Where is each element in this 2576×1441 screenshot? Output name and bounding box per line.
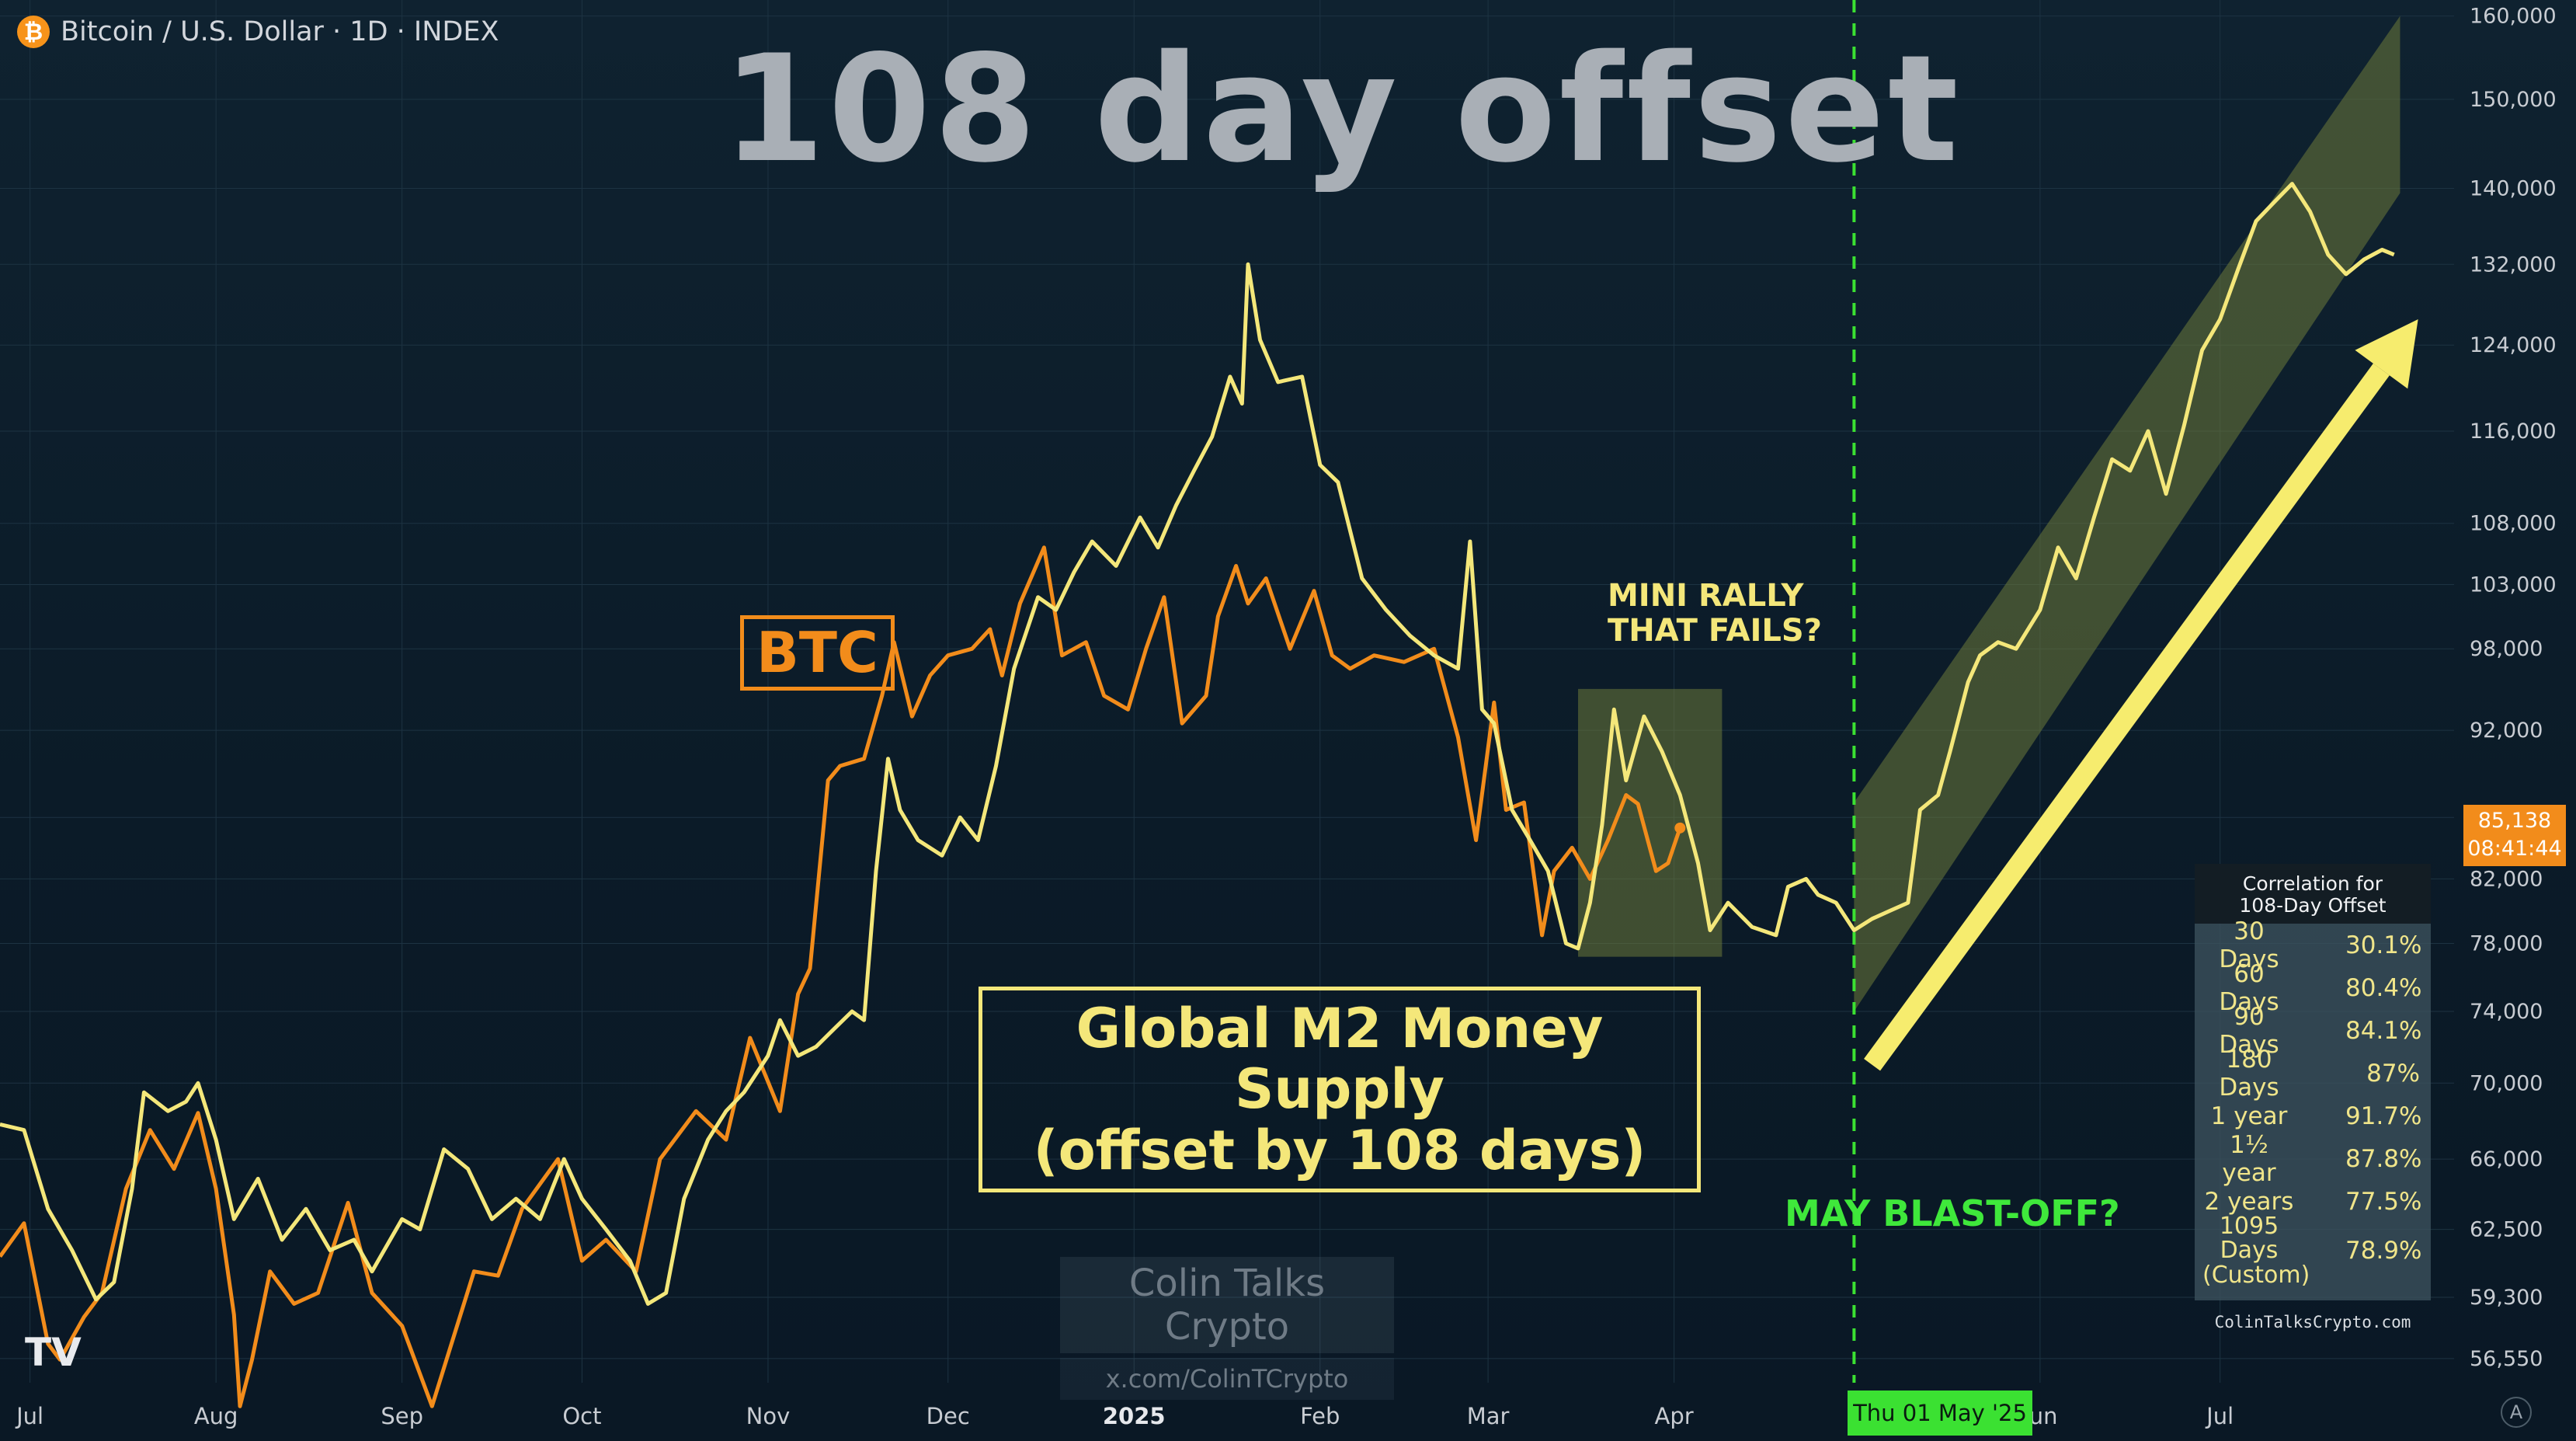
correlation-footer: ColinTalksCrypto.com <box>2214 1313 2411 1331</box>
blastoff-arrow-shaft <box>1864 363 2390 1071</box>
y-tick-label: 124,000 <box>2470 333 2557 357</box>
y-tick-label: 62,500 <box>2470 1218 2543 1242</box>
symbol-header[interactable]: ₿ Bitcoin / U.S. Dollar · 1D · INDEX <box>17 16 499 48</box>
watermark-handle: x.com/ColinTCrypto <box>1060 1358 1394 1400</box>
y-tick-label: 82,000 <box>2470 867 2543 891</box>
blastoff-note: MAY BLAST-OFF? <box>1785 1192 2120 1234</box>
custom-period-line2: (Custom) <box>2202 1261 2310 1289</box>
table-row: 90 Days 84.1% <box>2195 1003 2431 1059</box>
m2-label: Global M2 Money Supply (offset by 108 da… <box>979 987 1701 1193</box>
uptrend-channel <box>1854 16 2400 1011</box>
watermark: Colin Talks Crypto x.com/ColinTCrypto <box>1060 1257 1394 1400</box>
period-cell: 180 Days <box>2219 1045 2279 1102</box>
table-row: 1½ year 87.8% <box>2195 1131 2431 1187</box>
value-cell: 84.1% <box>2345 1016 2422 1045</box>
x-tick-label: Jul <box>15 1403 43 1429</box>
correlation-title-line1: Correlation for <box>2242 872 2383 895</box>
value-cell: 80.4% <box>2345 973 2422 1002</box>
x-tick-label: Apr <box>1655 1403 1694 1429</box>
x-tick-label: Mar <box>1467 1403 1510 1429</box>
m2-label-line1: Global M2 Money Supply <box>1076 997 1604 1122</box>
table-row-custom: 1095 Days (Custom) 78.9% <box>2195 1214 2431 1287</box>
period-cell: 30 Days <box>2219 917 2279 973</box>
table-row: 30 Days 30.1% <box>2195 917 2431 973</box>
x-tick-label: Feb <box>1300 1403 1340 1429</box>
bitcoin-icon: ₿ <box>17 16 50 48</box>
y-tick-label: 160,000 <box>2470 5 2557 29</box>
y-tick-label: 70,000 <box>2470 1071 2543 1095</box>
period-cell: 90 Days <box>2219 1002 2279 1059</box>
grid <box>0 0 2454 1383</box>
bar-countdown: 08:41:44 <box>2467 837 2562 861</box>
btc-last-point <box>1674 822 1686 834</box>
mini-rally-note: MINI RALLY THAT FAILS? <box>1608 579 1822 649</box>
mini-rally-line2: THAT FAILS? <box>1608 612 1822 649</box>
y-tick-label: 92,000 <box>2470 719 2543 743</box>
value-cell: 77.5% <box>2345 1187 2422 1216</box>
x-tick-label: Nov <box>746 1403 791 1429</box>
auto-scale-button[interactable]: A <box>2501 1397 2532 1428</box>
table-row: 2 years 77.5% <box>2195 1180 2431 1223</box>
x-tick-label: Oct <box>562 1403 601 1429</box>
y-tick-label: 78,000 <box>2470 931 2543 955</box>
correlation-title: Correlation for 108-Day Offset <box>2195 864 2431 924</box>
table-row: 60 Days 80.4% <box>2195 960 2431 1016</box>
x-tick-label: Sep <box>381 1403 423 1429</box>
global-m2-line <box>0 182 2395 1306</box>
btc-label: BTC <box>740 615 895 691</box>
custom-period-line1: 1095 Days <box>2219 1212 2279 1265</box>
period-cell: 1½ year <box>2222 1130 2276 1187</box>
x-tick-label: Dec <box>926 1403 970 1429</box>
chart-series <box>0 182 2395 1408</box>
last-price-badge: 85,138 08:41:44 <box>2463 805 2566 866</box>
last-price: 85,138 <box>2477 809 2552 833</box>
crosshair-date-badge: Thu 01 May '25 <box>1848 1391 2032 1436</box>
blastoff-arrow-head <box>2355 319 2418 389</box>
correlation-table: Correlation for 108-Day Offset 30 Days 30… <box>2195 864 2431 1300</box>
period-cell: 1095 Days (Custom) <box>2202 1212 2310 1289</box>
y-axis[interactable]: 56,550 59,300 62,500 66,000 70,000 74,000 78,0… <box>2470 5 2557 1371</box>
value-cell: 87% <box>2366 1059 2420 1088</box>
mini-rally-line1: MINI RALLY <box>1608 578 1804 614</box>
value-cell: 87.8% <box>2345 1144 2422 1173</box>
y-tick-label: 59,300 <box>2470 1286 2543 1310</box>
correlation-rows: 30 Days 30.1% 60 Days 80.4% 90 Days 84.1% 1… <box>2195 917 2431 1287</box>
watermark-name: Colin Talks Crypto <box>1060 1257 1394 1353</box>
tradingview-logo[interactable]: TV <box>25 1330 82 1375</box>
correlation-title-line2: 108-Day Offset <box>2239 893 2387 917</box>
y-tick-label: 150,000 <box>2470 88 2557 112</box>
y-tick-label: 66,000 <box>2470 1147 2543 1171</box>
y-tick-label: 98,000 <box>2470 637 2543 661</box>
value-cell: 78.9% <box>2345 1237 2422 1265</box>
x-tick-label: Aug <box>194 1403 238 1429</box>
value-cell: 91.7% <box>2345 1102 2422 1130</box>
y-tick-label: 103,000 <box>2470 573 2557 597</box>
y-tick-label: 56,550 <box>2470 1347 2543 1371</box>
value-cell: 30.1% <box>2345 931 2422 959</box>
x-tick-label: 2025 <box>1103 1403 1166 1429</box>
m2-label-line2: (offset by 108 days) <box>1033 1118 1646 1182</box>
y-tick-label: 74,000 <box>2470 1000 2543 1024</box>
period-cell: 2 years <box>2204 1187 2294 1216</box>
x-tick-label: Jul <box>2205 1403 2234 1429</box>
period-cell: 1 year <box>2210 1102 2288 1130</box>
y-tick-label: 108,000 <box>2470 512 2557 536</box>
chart-overlays <box>1674 0 2418 1383</box>
chart-regions <box>1577 16 2400 1011</box>
period-cell: 60 Days <box>2219 959 2279 1016</box>
main-title: 108 day offset <box>722 23 1962 195</box>
y-tick-label: 140,000 <box>2470 177 2557 201</box>
table-row: 180 Days 87% <box>2195 1046 2431 1102</box>
symbol-title[interactable]: Bitcoin / U.S. Dollar · 1D · INDEX <box>61 16 499 47</box>
y-tick-label: 116,000 <box>2470 419 2557 444</box>
btc-price-line <box>0 545 1682 1408</box>
table-row: 1 year 91.7% <box>2195 1095 2431 1137</box>
y-tick-label: 132,000 <box>2470 252 2557 277</box>
